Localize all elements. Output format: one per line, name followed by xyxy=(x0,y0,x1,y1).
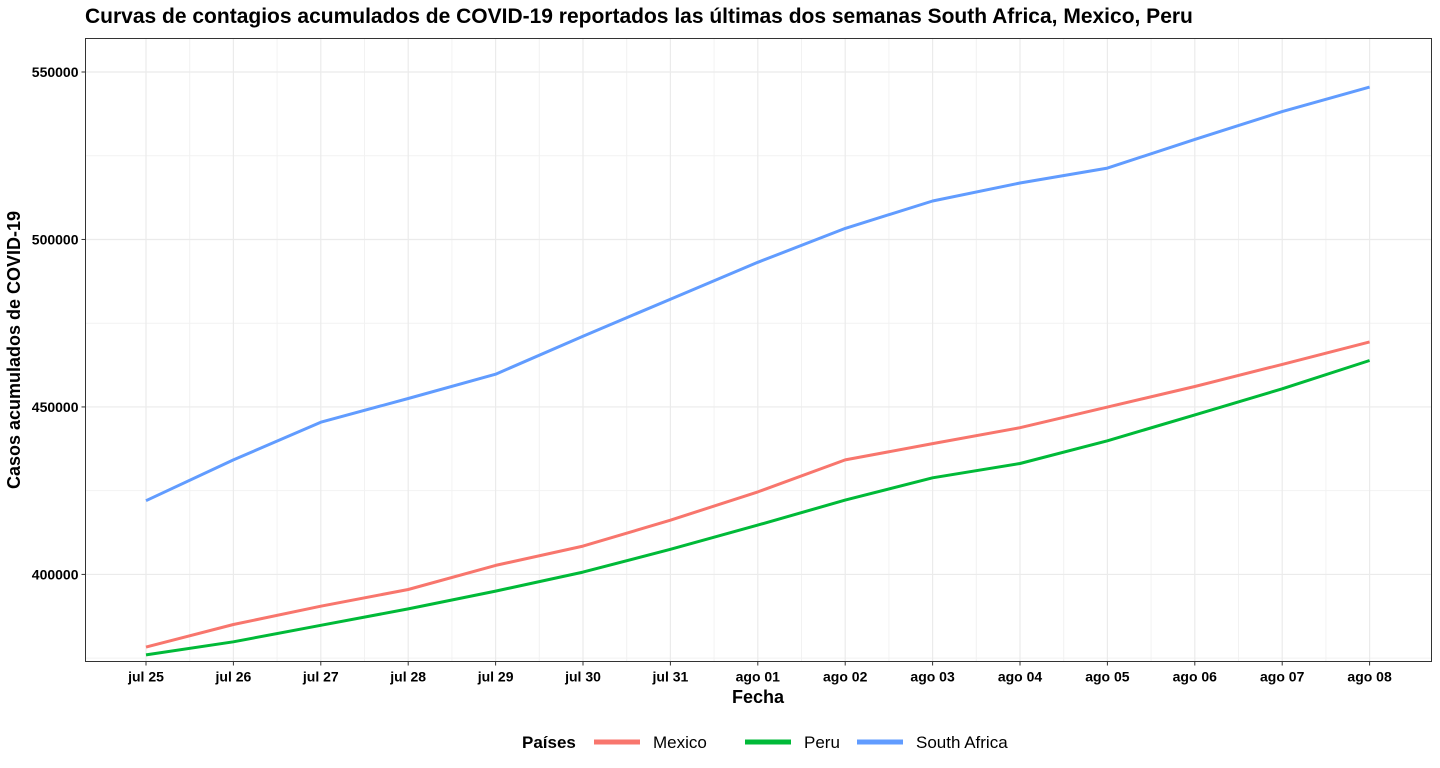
chart-title: Curvas de contagios acumulados de COVID-… xyxy=(85,5,1193,28)
x-tick-label: jul 27 xyxy=(302,669,339,685)
x-tick-label: ago 01 xyxy=(736,669,781,685)
x-tick-label: ago 02 xyxy=(823,669,868,685)
y-tick-label: 550000 xyxy=(32,64,79,80)
series-line-mexico xyxy=(145,340,1370,649)
series-line-peru xyxy=(145,359,1371,657)
legend-label-peru: Peru xyxy=(804,733,840,752)
y-tick-label: 450000 xyxy=(32,399,79,415)
x-axis-ticks: jul 25 jul 26 jul 27 jul 28 jul 29 jul 30 jul … xyxy=(127,661,1392,685)
x-tick-label: ago 07 xyxy=(1260,669,1305,685)
x-tick-label: jul 30 xyxy=(564,669,601,685)
x-tick-label: jul 28 xyxy=(389,669,426,685)
grid-lines xyxy=(85,38,1432,662)
legend-label-mexico: Mexico xyxy=(653,733,707,752)
legend: Países Mexico Peru South Africa xyxy=(522,733,1008,752)
y-tick-label: 500000 xyxy=(32,231,79,247)
x-tick-label: ago 04 xyxy=(998,669,1043,685)
x-tick-label: jul 25 xyxy=(127,669,164,685)
x-tick-label: ago 06 xyxy=(1173,669,1218,685)
x-tick-label: jul 29 xyxy=(477,669,514,685)
legend-title: Países xyxy=(522,733,576,752)
x-tick-label: jul 31 xyxy=(652,669,689,685)
y-tick-label: 400000 xyxy=(32,566,79,582)
x-tick-label: ago 03 xyxy=(910,669,955,685)
series-lines xyxy=(145,85,1371,657)
y-axis-ticks: 400000 450000 500000 550000 xyxy=(32,64,86,582)
plot-panel xyxy=(85,38,1432,662)
x-tick-label: ago 05 xyxy=(1085,669,1130,685)
x-tick-label: ago 08 xyxy=(1347,669,1392,685)
x-axis-title: Fecha xyxy=(732,687,785,707)
legend-label-south-africa: South Africa xyxy=(916,733,1008,752)
x-tick-label: jul 26 xyxy=(215,669,252,685)
y-axis-title: Casos acumulados de COVID-19 xyxy=(4,211,24,489)
series-line-south-africa xyxy=(145,85,1371,503)
plot-border xyxy=(85,38,1432,662)
